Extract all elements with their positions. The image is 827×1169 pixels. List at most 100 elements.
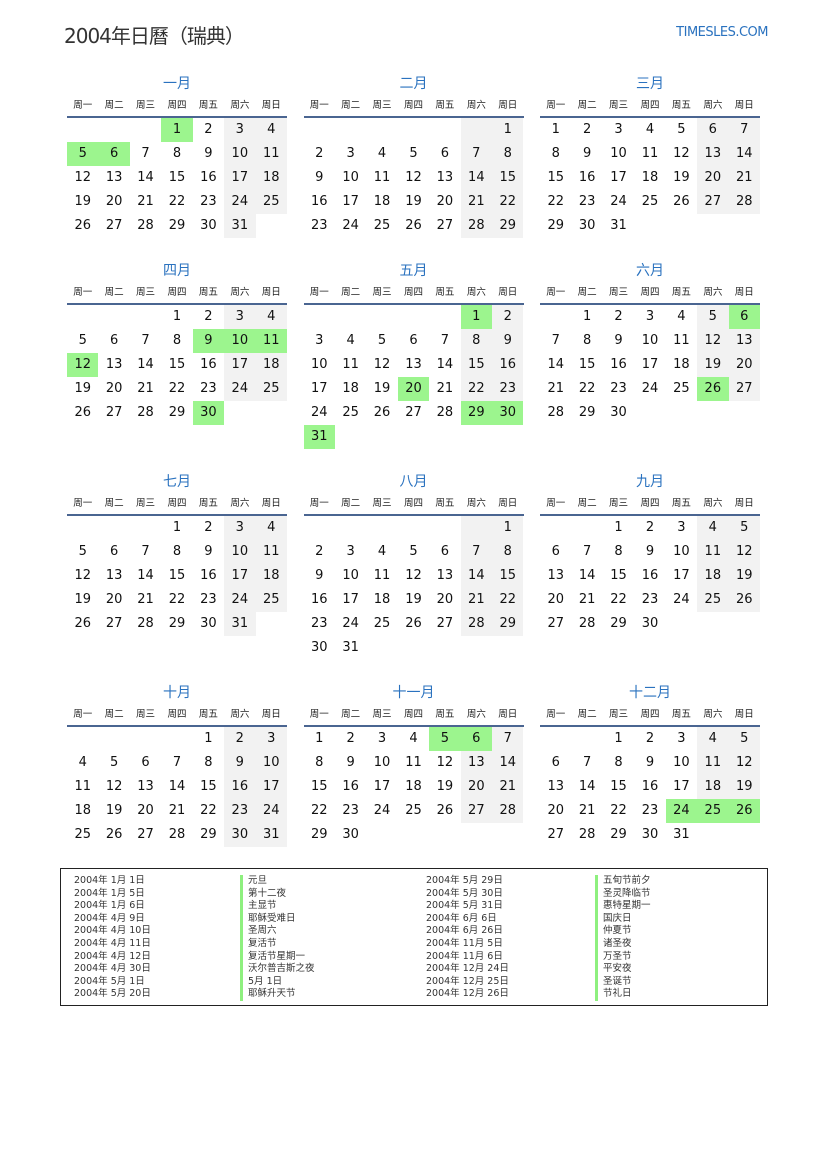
- day-cell: 8: [315, 755, 324, 770]
- day-cell: 18: [373, 592, 391, 607]
- day-cell: 4: [255, 118, 287, 142]
- day-cell: 14: [578, 568, 596, 583]
- day-cell: [492, 425, 523, 449]
- day-cell: 22: [310, 803, 328, 818]
- day-cell: 20: [436, 194, 454, 209]
- weekday-label: 周二: [341, 709, 361, 720]
- holiday-date: 2004年 5月 1日: [74, 975, 145, 987]
- holiday-date: 2004年 4月 30日: [74, 963, 151, 975]
- day-cell: [304, 118, 335, 142]
- weekday-label: 周五: [671, 287, 691, 298]
- day-cell: 28: [168, 827, 186, 842]
- day-cell: [429, 425, 460, 449]
- site-link[interactable]: TIMESLES.COM: [676, 25, 768, 40]
- day-cell: [429, 516, 460, 540]
- weekday-label: 周日: [498, 498, 518, 509]
- weekday-label: 周二: [341, 498, 361, 509]
- day-cell: [335, 118, 366, 142]
- day-cell: 26: [697, 377, 729, 401]
- day-cell: [571, 727, 602, 751]
- day-cell: 1: [172, 309, 182, 324]
- day-cell: 14: [137, 357, 154, 372]
- holiday-date: 2004年 4月 11日: [74, 937, 151, 949]
- day-cell: 14: [492, 751, 524, 775]
- legend-date-column: 2004年 1月 1日 2004年 1月 5日 2004年 1月 6日 2004年 4…: [74, 875, 151, 1001]
- weekday-label: 周五: [198, 100, 218, 111]
- day-cell: 23: [342, 803, 359, 818]
- day-cell: 10: [641, 333, 659, 348]
- week-row: 6 7 8 9 10 11 12: [540, 540, 760, 564]
- day-cell: [398, 425, 429, 449]
- day-cell: 23: [492, 377, 524, 401]
- day-cell: 24: [224, 190, 256, 214]
- day-cell: 18: [697, 564, 729, 588]
- week-row: 5 6 7 8 9 10 11: [67, 329, 287, 353]
- day-cell: 4: [409, 731, 418, 746]
- weekday-label: 周三: [372, 100, 392, 111]
- weekday-label: 周四: [640, 709, 660, 720]
- day-cell: 21: [137, 592, 154, 607]
- day-cell: 7: [582, 544, 592, 559]
- day-cell: 10: [342, 568, 359, 583]
- weekday-label: 周二: [341, 100, 361, 111]
- day-cell: 4: [697, 727, 729, 751]
- weekday-label: 周一: [546, 709, 566, 720]
- day-cell: 11: [373, 568, 391, 583]
- day-cell: [729, 401, 760, 425]
- weekday-label: 周日: [734, 100, 754, 111]
- day-cell: 1: [161, 118, 193, 142]
- day-cell: 14: [137, 568, 154, 583]
- day-cell: 19: [405, 592, 422, 607]
- day-cell: [98, 118, 129, 142]
- day-cell: 20: [105, 194, 123, 209]
- day-cell: 4: [255, 516, 287, 540]
- day-cell: 25: [641, 194, 659, 209]
- weekday-label: 周一: [546, 100, 566, 111]
- day-cell: [398, 305, 429, 329]
- weekday-label: 周日: [261, 709, 281, 720]
- day-cell: [161, 727, 192, 751]
- month-title: 二月: [399, 76, 428, 92]
- weekday-label: 周四: [640, 287, 660, 298]
- day-cell: 3: [346, 544, 355, 559]
- day-cell: 6: [109, 544, 119, 559]
- day-cell: 27: [105, 405, 123, 420]
- day-cell: [429, 305, 460, 329]
- day-cell: 3: [677, 520, 686, 535]
- weekday-header: 周一 周二 周三 周四 周五 周六 周日: [303, 96, 524, 118]
- weekday-label: 周四: [167, 287, 187, 298]
- day-cell: 11: [255, 329, 287, 353]
- holiday-name: 耶稣升天节: [240, 988, 315, 1001]
- holiday-name: 国庆日: [595, 912, 651, 926]
- weekday-label: 周五: [671, 709, 691, 720]
- month-title: 一月: [163, 76, 191, 92]
- day-cell: 7: [440, 333, 450, 348]
- weeks: 1 2 3 4 5 6 7 8 9 10 11 12 13 14 15 16 17 18 19 20 21 22 23 24 2…: [540, 305, 760, 425]
- holiday-date: 2004年 1月 6日: [74, 900, 145, 912]
- day-cell: 29: [547, 218, 564, 233]
- day-cell: 15: [610, 568, 627, 583]
- day-cell: 18: [673, 357, 690, 372]
- day-cell: 4: [377, 146, 387, 161]
- weekday-header: 周一 周二 周三 周四 周五 周六 周日: [540, 96, 760, 118]
- day-cell: 24: [342, 218, 359, 233]
- day-cell: 1: [492, 118, 524, 142]
- week-row: 27 28 29 30: [540, 612, 760, 636]
- week-row: 16 17 18 19 20 21 22: [304, 190, 524, 214]
- day-cell: 17: [342, 194, 359, 209]
- day-cell: 30: [310, 640, 328, 655]
- day-cell: [130, 305, 161, 329]
- week-row: 16 17 18 19 20 21 22: [304, 588, 524, 612]
- day-cell: 25: [697, 588, 729, 612]
- weekday-label: 周六: [703, 498, 723, 509]
- weekday-header: 周一 周二 周三 周四 周五 周六 周日: [540, 494, 760, 516]
- day-cell: 8: [460, 329, 493, 353]
- day-cell: 31: [610, 218, 627, 233]
- month-10: 十月 周一 周二 周三 周四 周五 周六 周日 1 2 3 4 5 6 7 8 9 10 11 12 13 14 15 16 1…: [67, 681, 287, 847]
- day-cell: 24: [255, 799, 287, 823]
